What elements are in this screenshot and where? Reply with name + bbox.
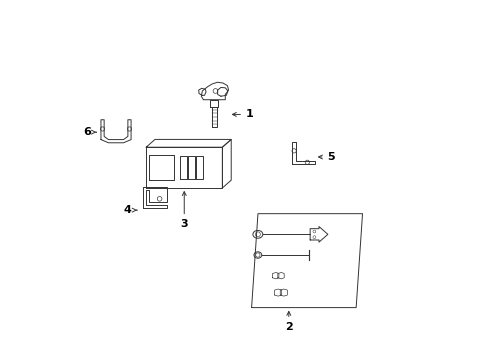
Text: 4: 4 — [123, 205, 137, 215]
Text: 5: 5 — [318, 152, 334, 162]
Text: 6: 6 — [82, 127, 96, 137]
Text: 1: 1 — [232, 109, 253, 120]
Text: 3: 3 — [180, 192, 188, 229]
Text: 2: 2 — [285, 311, 292, 332]
